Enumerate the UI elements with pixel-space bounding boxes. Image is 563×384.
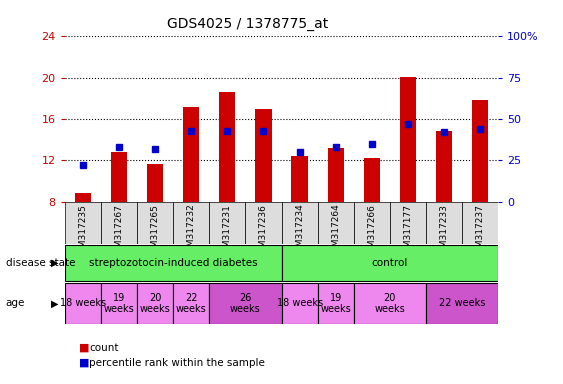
Text: GSM317234: GSM317234 <box>295 204 304 258</box>
Bar <box>219 92 235 202</box>
Bar <box>209 283 282 324</box>
Bar <box>426 202 462 244</box>
Bar <box>426 283 498 324</box>
Bar <box>245 202 282 244</box>
Text: ▶: ▶ <box>51 298 59 308</box>
Bar <box>400 77 416 202</box>
Text: GSM317237: GSM317237 <box>476 204 485 258</box>
Bar <box>282 283 318 324</box>
Text: ■: ■ <box>79 343 90 353</box>
Text: age: age <box>6 298 25 308</box>
Bar <box>436 131 452 202</box>
Text: GSM317235: GSM317235 <box>78 204 87 258</box>
Text: GDS4025 / 1378775_at: GDS4025 / 1378775_at <box>167 17 328 31</box>
Text: GSM317267: GSM317267 <box>114 204 123 258</box>
Text: ▶: ▶ <box>51 258 59 268</box>
Bar <box>137 283 173 324</box>
Bar <box>65 283 101 324</box>
Bar <box>292 156 308 202</box>
Text: 20
weeks: 20 weeks <box>374 293 405 314</box>
Text: GSM317265: GSM317265 <box>150 204 159 258</box>
Text: 20
weeks: 20 weeks <box>140 293 171 314</box>
Bar <box>364 158 380 202</box>
Text: 18 weeks: 18 weeks <box>60 298 106 308</box>
Bar <box>65 202 101 244</box>
Bar <box>282 202 318 244</box>
Bar <box>137 202 173 244</box>
Bar <box>318 202 354 244</box>
Text: 19
weeks: 19 weeks <box>104 293 135 314</box>
Text: GSM317177: GSM317177 <box>404 204 413 259</box>
Text: GSM317232: GSM317232 <box>187 204 196 258</box>
Bar <box>318 283 354 324</box>
Text: GSM317264: GSM317264 <box>331 204 340 258</box>
Text: 19
weeks: 19 weeks <box>320 293 351 314</box>
Bar <box>173 202 209 244</box>
Bar <box>354 283 426 324</box>
Text: 22
weeks: 22 weeks <box>176 293 207 314</box>
Text: 26
weeks: 26 weeks <box>230 293 261 314</box>
Bar <box>75 194 91 202</box>
Text: GSM317233: GSM317233 <box>440 204 449 258</box>
Text: streptozotocin-induced diabetes: streptozotocin-induced diabetes <box>89 258 257 268</box>
Bar <box>462 202 498 244</box>
Text: 22 weeks: 22 weeks <box>439 298 485 308</box>
Bar <box>101 283 137 324</box>
Text: percentile rank within the sample: percentile rank within the sample <box>89 358 265 368</box>
Text: GSM317236: GSM317236 <box>259 204 268 258</box>
Text: control: control <box>372 258 408 268</box>
Text: 18 weeks: 18 weeks <box>276 298 323 308</box>
Bar <box>282 245 498 281</box>
Bar <box>255 109 271 202</box>
Text: count: count <box>89 343 118 353</box>
Bar <box>147 164 163 202</box>
Bar <box>354 202 390 244</box>
Bar <box>173 283 209 324</box>
Bar <box>101 202 137 244</box>
Text: GSM317231: GSM317231 <box>223 204 232 258</box>
Bar <box>111 152 127 202</box>
Bar <box>472 101 488 202</box>
Text: disease state: disease state <box>6 258 75 268</box>
Text: GSM317266: GSM317266 <box>367 204 376 258</box>
Bar <box>328 148 344 202</box>
Bar <box>183 107 199 202</box>
Bar <box>209 202 245 244</box>
Bar <box>65 245 282 281</box>
Text: ■: ■ <box>79 358 90 368</box>
Bar <box>390 202 426 244</box>
